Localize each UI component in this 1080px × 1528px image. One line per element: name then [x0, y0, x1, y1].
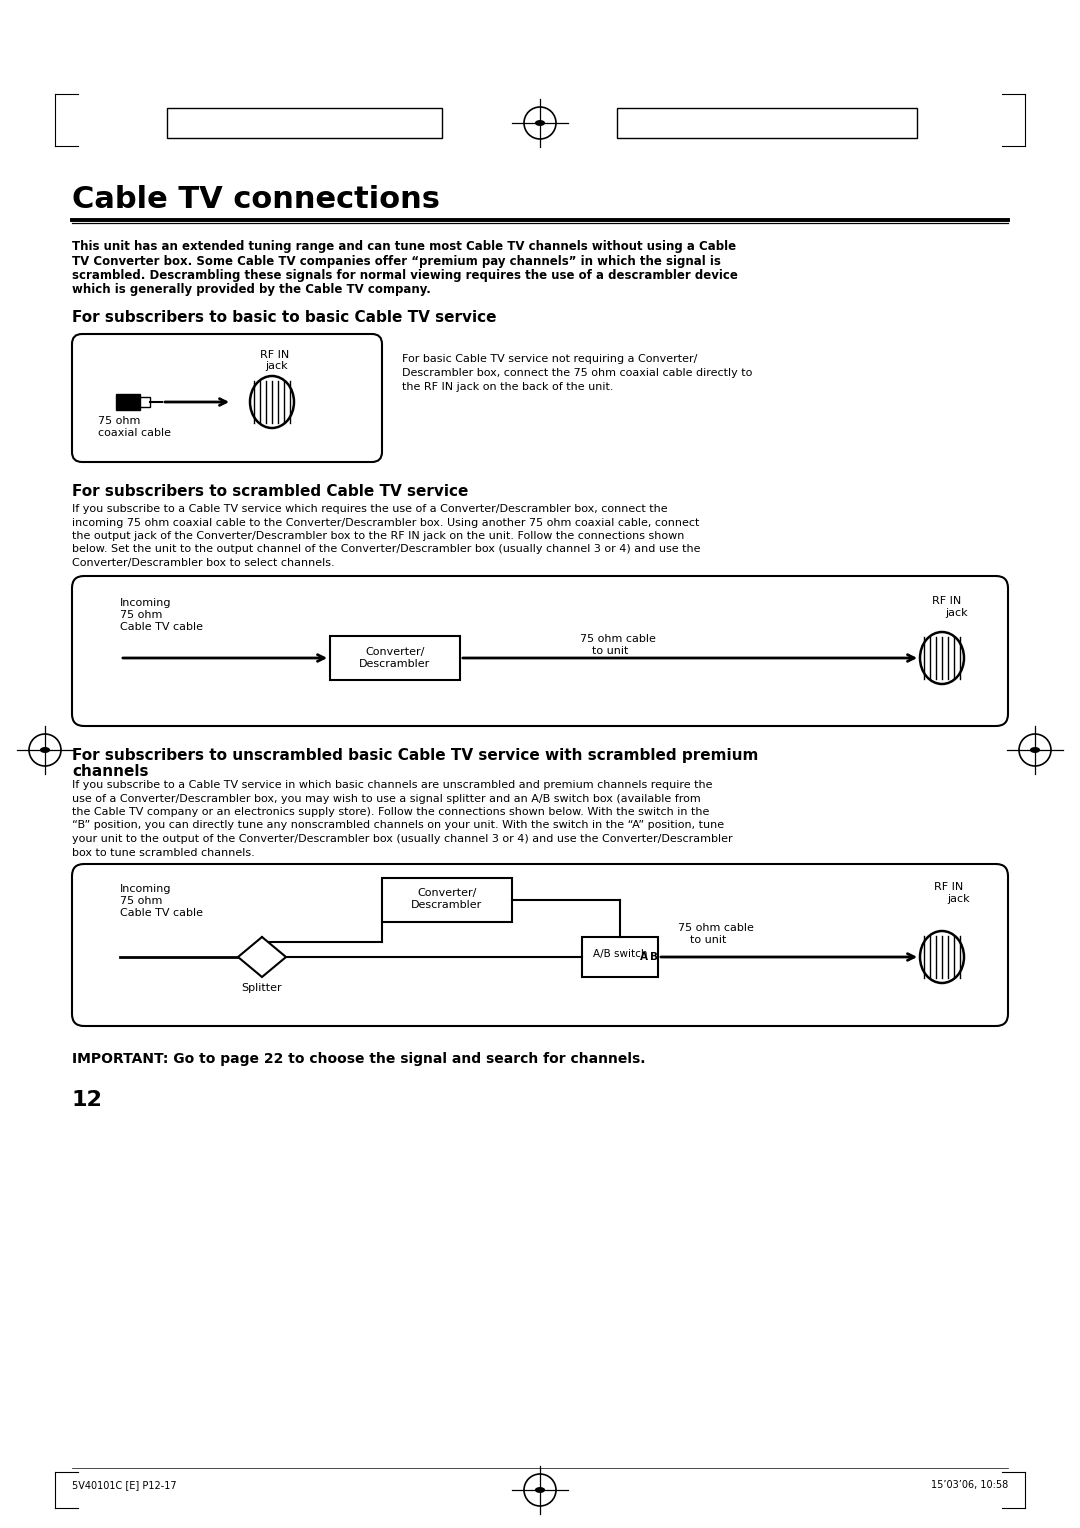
Bar: [742, 108, 767, 138]
Bar: [642, 108, 667, 138]
Bar: [292, 108, 318, 138]
Text: Splitter: Splitter: [242, 983, 282, 993]
Text: to unit: to unit: [690, 935, 727, 944]
Text: Descrambler box, connect the 75 ohm coaxial cable directly to: Descrambler box, connect the 75 ohm coax…: [402, 368, 753, 377]
Bar: [267, 108, 292, 138]
Bar: [167, 108, 192, 138]
Text: A/B switch: A/B switch: [593, 949, 647, 960]
Bar: [217, 108, 242, 138]
Text: below. Set the unit to the output channel of the Converter/Descrambler box (usua: below. Set the unit to the output channe…: [72, 544, 701, 555]
Text: 75 ohm: 75 ohm: [120, 610, 162, 620]
Text: 12: 12: [72, 1089, 103, 1109]
Text: 12: 12: [534, 1481, 546, 1490]
Text: RF IN: RF IN: [934, 882, 963, 892]
Text: jack: jack: [265, 361, 287, 371]
Bar: [192, 108, 217, 138]
Text: the RF IN jack on the back of the unit.: the RF IN jack on the back of the unit.: [402, 382, 613, 393]
Text: Converter/Descrambler box to select channels.: Converter/Descrambler box to select chan…: [72, 558, 335, 568]
Bar: [667, 108, 692, 138]
Text: If you subscribe to a Cable TV service which requires the use of a Converter/Des: If you subscribe to a Cable TV service w…: [72, 504, 667, 513]
Bar: [867, 108, 892, 138]
Text: the Cable TV company or an electronics supply store). Follow the connections sho: the Cable TV company or an electronics s…: [72, 807, 710, 817]
Text: Descrambler: Descrambler: [411, 900, 483, 911]
Text: 75 ohm cable: 75 ohm cable: [678, 923, 754, 934]
Bar: [617, 108, 917, 138]
Text: IMPORTANT: Go to page 22 to choose the signal and search for channels.: IMPORTANT: Go to page 22 to choose the s…: [72, 1051, 646, 1067]
Text: your unit to the output of the Converter/Descrambler box (usually channel 3 or 4: your unit to the output of the Converter…: [72, 834, 732, 843]
Bar: [842, 108, 867, 138]
Ellipse shape: [536, 121, 544, 125]
Text: If you subscribe to a Cable TV service in which basic channels are unscrambled a: If you subscribe to a Cable TV service i…: [72, 779, 713, 790]
Text: Incoming: Incoming: [120, 885, 172, 894]
Text: Converter/: Converter/: [417, 888, 476, 898]
Bar: [692, 108, 717, 138]
Circle shape: [29, 733, 60, 766]
Text: 75 ohm cable: 75 ohm cable: [580, 634, 656, 643]
Bar: [116, 394, 140, 410]
Ellipse shape: [536, 1488, 544, 1493]
Bar: [382, 879, 512, 921]
Text: For subscribers to scrambled Cable TV service: For subscribers to scrambled Cable TV se…: [72, 484, 469, 500]
Text: 15’03’06, 10:58: 15’03’06, 10:58: [931, 1481, 1008, 1490]
FancyBboxPatch shape: [72, 576, 1008, 726]
Text: 75 ohm: 75 ohm: [98, 416, 140, 426]
Text: TV Converter box. Some Cable TV companies offer “premium pay channels” in which : TV Converter box. Some Cable TV companie…: [72, 255, 720, 267]
Text: Cable TV cable: Cable TV cable: [120, 622, 203, 633]
Bar: [342, 108, 367, 138]
Bar: [367, 108, 392, 138]
Text: This unit has an extended tuning range and can tune most Cable TV channels witho: This unit has an extended tuning range a…: [72, 240, 737, 254]
Text: coaxial cable: coaxial cable: [98, 428, 171, 439]
FancyBboxPatch shape: [72, 335, 382, 461]
Bar: [717, 108, 742, 138]
Bar: [392, 108, 417, 138]
Text: to unit: to unit: [592, 646, 629, 656]
Text: Cable TV cable: Cable TV cable: [120, 908, 203, 918]
Bar: [617, 108, 642, 138]
Text: Cable TV connections: Cable TV connections: [72, 185, 440, 214]
Text: channels: channels: [72, 764, 149, 779]
FancyBboxPatch shape: [72, 863, 1008, 1025]
Bar: [318, 108, 342, 138]
Text: For basic Cable TV service not requiring a Converter/: For basic Cable TV service not requiring…: [402, 354, 698, 364]
Text: Descrambler: Descrambler: [360, 659, 431, 669]
Ellipse shape: [920, 633, 964, 685]
Bar: [167, 108, 442, 138]
Circle shape: [524, 1475, 556, 1507]
Bar: [767, 108, 792, 138]
Ellipse shape: [1030, 747, 1039, 752]
Circle shape: [1020, 733, 1051, 766]
Text: A: A: [640, 952, 648, 963]
Text: use of a Converter/Descrambler box, you may wish to use a signal splitter and an: use of a Converter/Descrambler box, you …: [72, 793, 701, 804]
Ellipse shape: [920, 931, 964, 983]
Text: For subscribers to unscrambled basic Cable TV service with scrambled premium: For subscribers to unscrambled basic Cab…: [72, 749, 758, 762]
Text: RF IN: RF IN: [260, 350, 289, 361]
Bar: [140, 397, 150, 406]
Text: jack: jack: [945, 608, 968, 617]
Bar: [242, 108, 267, 138]
Text: scrambled. Descrambling these signals for normal viewing requires the use of a d: scrambled. Descrambling these signals fo…: [72, 269, 738, 283]
Text: the output jack of the Converter/Descrambler box to the RF IN jack on the unit. : the output jack of the Converter/Descram…: [72, 532, 685, 541]
Text: which is generally provided by the Cable TV company.: which is generally provided by the Cable…: [72, 284, 431, 296]
Text: jack: jack: [947, 894, 970, 905]
Ellipse shape: [249, 376, 294, 428]
Text: RF IN: RF IN: [932, 596, 961, 607]
Polygon shape: [238, 937, 286, 976]
Bar: [417, 108, 442, 138]
Text: 5V40101C [E] P12-17: 5V40101C [E] P12-17: [72, 1481, 177, 1490]
Text: B: B: [650, 952, 658, 963]
Ellipse shape: [41, 747, 50, 752]
Text: “B” position, you can directly tune any nonscrambled channels on your unit. With: “B” position, you can directly tune any …: [72, 821, 724, 831]
Bar: [792, 108, 816, 138]
Bar: [892, 108, 917, 138]
Text: For subscribers to basic to basic Cable TV service: For subscribers to basic to basic Cable …: [72, 310, 497, 325]
Text: Incoming: Incoming: [120, 597, 172, 608]
Text: 75 ohm: 75 ohm: [120, 895, 162, 906]
Text: Converter/: Converter/: [365, 646, 424, 657]
Bar: [330, 636, 460, 680]
Text: box to tune scrambled channels.: box to tune scrambled channels.: [72, 848, 255, 857]
Bar: [816, 108, 842, 138]
Text: incoming 75 ohm coaxial cable to the Converter/Descrambler box. Using another 75: incoming 75 ohm coaxial cable to the Con…: [72, 518, 700, 527]
Bar: [582, 937, 658, 976]
Circle shape: [524, 107, 556, 139]
